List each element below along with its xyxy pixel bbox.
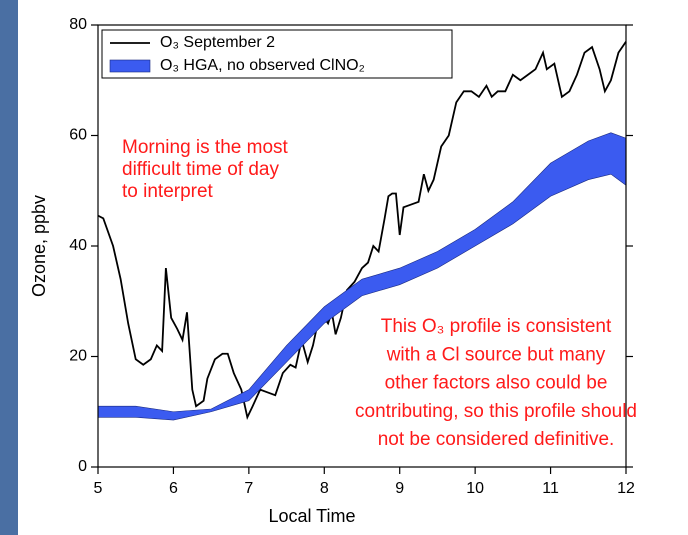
x-tick-label: 9 — [395, 480, 404, 497]
y-tick-label: 40 — [69, 237, 87, 254]
annotation: contributing, so this profile should — [355, 401, 637, 422]
y-tick-label: 60 — [69, 127, 87, 144]
x-tick-label: 7 — [244, 480, 253, 497]
x-tick-label: 10 — [466, 480, 484, 497]
x-tick-label: 5 — [94, 480, 103, 497]
annotation: Morning is the most — [122, 137, 289, 158]
legend-box — [101, 29, 453, 79]
x-tick-label: 12 — [617, 480, 635, 497]
legend-label: O₃ September 2 — [160, 34, 275, 51]
annotation: with a Cl source but many — [386, 344, 606, 365]
annotation: other factors also could be — [385, 373, 608, 394]
panel — [18, 0, 688, 535]
x-tick-label: 8 — [320, 480, 329, 497]
y-tick-label: 0 — [78, 458, 87, 475]
y-tick-label: 20 — [69, 348, 87, 365]
x-tick-label: 11 — [542, 480, 559, 497]
legend-label: O₃ HGA, no observed ClNO₂ — [160, 57, 365, 74]
legend-swatch — [109, 59, 151, 73]
annotation: not be considered definitive. — [378, 429, 615, 450]
annotation: This O₃ profile is consistent — [381, 316, 612, 337]
y-axis-label: Ozone, ppbv — [29, 195, 49, 297]
annotation: difficult time of day — [122, 159, 280, 180]
x-tick-label: 6 — [169, 480, 178, 497]
y-tick-label: 80 — [69, 16, 87, 33]
annotation: to interpret — [122, 181, 214, 202]
ozone-line — [97, 41, 627, 421]
x-axis-label: Local Time — [268, 506, 355, 526]
